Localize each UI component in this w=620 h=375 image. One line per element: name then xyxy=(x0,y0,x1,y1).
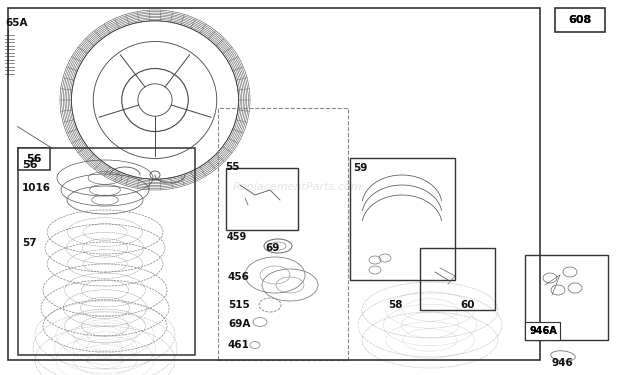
Text: 461: 461 xyxy=(228,340,250,350)
Text: 56: 56 xyxy=(26,154,42,164)
Bar xyxy=(218,108,348,360)
Text: 58: 58 xyxy=(388,300,402,310)
Text: 946A: 946A xyxy=(529,326,557,336)
Text: 946A: 946A xyxy=(529,326,557,336)
Text: 608: 608 xyxy=(569,15,591,25)
Text: 69A: 69A xyxy=(228,319,250,329)
Text: 946: 946 xyxy=(551,358,573,368)
Text: 55: 55 xyxy=(225,162,239,172)
Bar xyxy=(226,168,298,230)
Text: 456: 456 xyxy=(228,272,250,282)
Text: 608: 608 xyxy=(569,15,591,25)
Text: 69: 69 xyxy=(265,243,280,253)
Bar xyxy=(555,8,605,32)
Bar xyxy=(18,148,50,170)
Text: 515: 515 xyxy=(228,300,250,310)
Text: 57: 57 xyxy=(22,238,37,248)
Bar xyxy=(525,322,560,340)
Text: 59: 59 xyxy=(353,163,368,173)
Bar xyxy=(420,248,495,310)
Bar xyxy=(18,148,195,355)
Text: 1016: 1016 xyxy=(22,183,51,193)
Text: 60: 60 xyxy=(460,300,474,310)
Bar xyxy=(525,255,608,340)
Bar xyxy=(8,8,540,360)
Text: 65A: 65A xyxy=(5,18,27,28)
Text: ReplacementParts.com: ReplacementParts.com xyxy=(233,183,362,192)
Text: 56: 56 xyxy=(22,160,37,170)
Text: 459: 459 xyxy=(227,232,247,242)
Bar xyxy=(350,158,455,280)
